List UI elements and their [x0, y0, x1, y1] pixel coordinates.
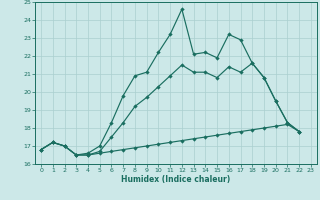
- X-axis label: Humidex (Indice chaleur): Humidex (Indice chaleur): [121, 175, 231, 184]
